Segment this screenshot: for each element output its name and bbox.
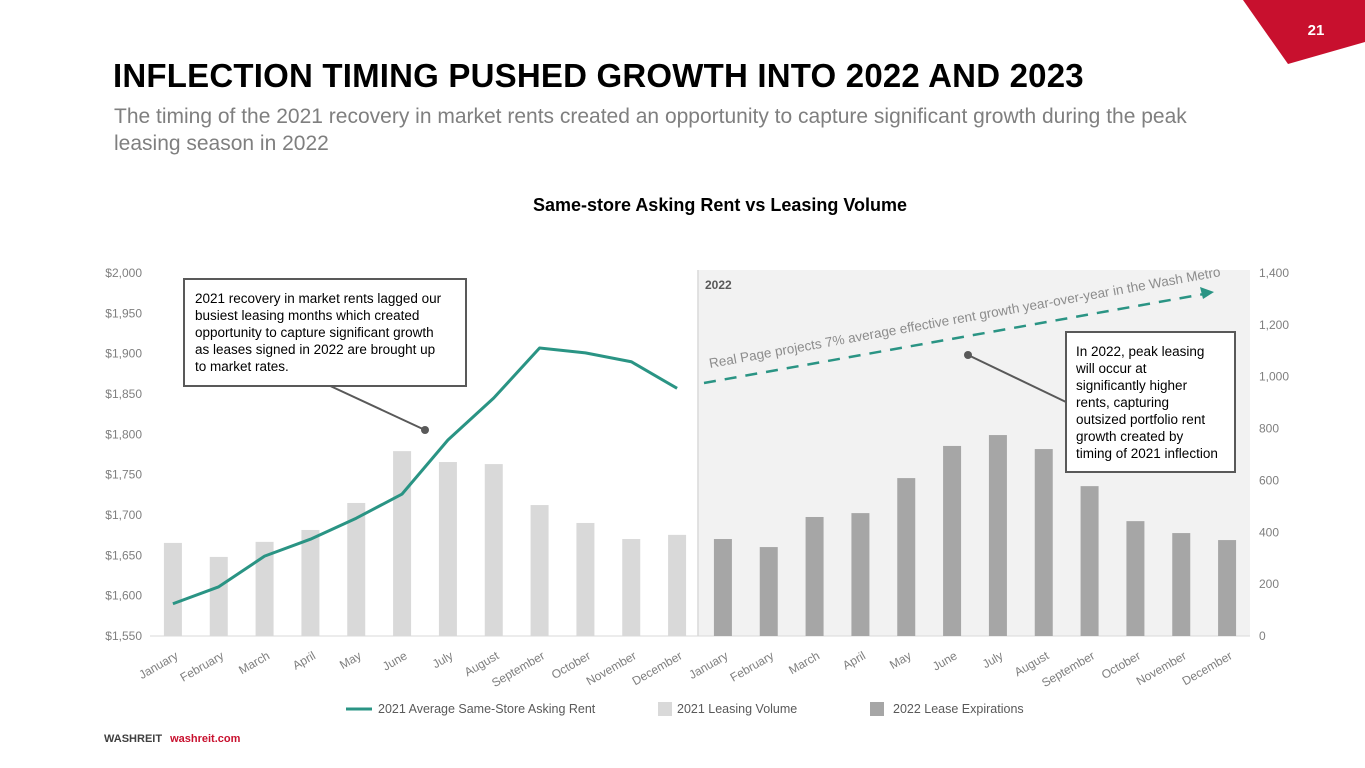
annotation-2-text: rents, capturing	[1076, 395, 1169, 410]
bar-2022-expirations-21	[1126, 521, 1145, 636]
left-axis-tick: $1,750	[105, 468, 142, 482]
annotation-1-text: opportunity to capture significant growt…	[195, 325, 434, 340]
x-axis-label: November	[584, 648, 639, 688]
bar-2022-expirations-14	[805, 516, 824, 636]
bar-2021-leasing-7	[484, 464, 503, 636]
left-axis-tick: $1,950	[105, 306, 142, 320]
annotation-2-text: will occur at	[1075, 361, 1147, 376]
right-axis-tick: 1,000	[1259, 370, 1289, 384]
annotation-2-dot	[964, 351, 972, 359]
slide-subtitle: The timing of the 2021 recovery in marke…	[114, 105, 1187, 155]
annotation-2-box	[1065, 331, 1236, 473]
legend-swatch-leasing	[658, 702, 672, 716]
annotation-1-text: to market rates.	[195, 359, 289, 374]
right-axis-tick: 1,400	[1259, 266, 1289, 280]
annotation-1-leader	[325, 383, 426, 431]
right-axis-tick: 1,200	[1259, 318, 1289, 332]
bar-2021-leasing-9	[576, 522, 595, 636]
shaded-region-label: 2022	[705, 278, 732, 292]
bar-2021-leasing-5	[393, 451, 412, 636]
bar-2021-leasing-4	[347, 502, 366, 636]
slide-title: INFLECTION TIMING PUSHED GROWTH INTO 202…	[113, 57, 1084, 94]
projection-arrow-head	[1200, 287, 1214, 299]
legend-label-rent: 2021 Average Same-Store Asking Rent	[378, 702, 596, 716]
legend-label-leasing: 2021 Leasing Volume	[677, 702, 797, 716]
bar-2022-expirations-20	[1080, 486, 1099, 636]
bar-2022-expirations-23	[1218, 540, 1237, 636]
bar-2021-leasing-0	[163, 542, 182, 636]
legend-label-expirations: 2022 Lease Expirations	[893, 702, 1024, 716]
projection-arrow-line	[703, 292, 1205, 385]
chart-title: Same-store Asking Rent vs Leasing Volume	[532, 195, 908, 215]
bar-2022-expirations-22	[1172, 533, 1191, 636]
x-axis-label: May	[887, 648, 914, 671]
x-axis-label: May	[337, 648, 364, 671]
bar-2022-expirations-18	[988, 435, 1007, 636]
left-axis-tick: $1,700	[105, 508, 142, 522]
annotation-2-text: outsized portfolio rent	[1076, 412, 1205, 427]
rent-line-2021	[172, 346, 678, 606]
x-axis-label: July	[980, 648, 1005, 671]
legend-swatch-expirations	[870, 702, 884, 716]
right-axis-tick: 400	[1259, 525, 1279, 539]
x-axis-label: June	[380, 648, 410, 673]
bar-2021-leasing-2	[255, 541, 274, 636]
footer: WASHREIT washreit.com	[104, 733, 240, 745]
bar-2022-expirations-15	[851, 513, 870, 636]
x-axis-label: September	[489, 648, 547, 689]
x-axis-label: February	[178, 648, 227, 684]
bar-2021-leasing-3	[301, 529, 320, 636]
left-axis-tick: $2,000	[105, 266, 142, 280]
x-axis-label: November	[1134, 648, 1189, 688]
x-axis-label: March	[236, 648, 272, 677]
bar-2022-expirations-13	[759, 547, 778, 636]
right-axis-tick: 600	[1259, 473, 1279, 487]
left-axis-tick: $1,850	[105, 387, 142, 401]
footer-url-link[interactable]: washreit.com	[170, 733, 241, 745]
page-number: 21	[1307, 22, 1325, 39]
x-axis-label: December	[630, 648, 685, 688]
x-axis-label: December	[1180, 648, 1235, 688]
x-axis-label: April	[840, 648, 868, 672]
right-axis-tick: 0	[1259, 629, 1266, 643]
annotation-1-text: busiest leasing months which created	[195, 308, 419, 323]
annotation-2-text: timing of 2021 inflection	[1076, 446, 1218, 461]
annotation-1-text: 2021 recovery in market rents lagged our	[195, 291, 442, 306]
footer-brand: WASHREIT	[104, 733, 163, 745]
x-axis-label: April	[290, 648, 318, 672]
left-axis-tick: $1,650	[105, 548, 142, 562]
left-axis-tick: $1,550	[105, 629, 142, 643]
annotation-2-text: In 2022, peak leasing	[1076, 344, 1204, 359]
bar-2022-expirations-12	[713, 539, 732, 636]
annotation-2-text: growth created by	[1076, 429, 1184, 444]
annotation-1-dot	[421, 426, 429, 434]
bar-2021-leasing-10	[622, 539, 641, 636]
left-axis-tick: $1,800	[105, 427, 142, 441]
bar-2021-leasing-8	[530, 505, 549, 636]
annotation-2-text: significantly higher	[1076, 378, 1188, 393]
bar-2022-expirations-17	[943, 445, 962, 636]
right-axis-tick: 800	[1259, 422, 1279, 436]
bar-2021-leasing-6	[438, 462, 457, 636]
annotation-1-text: as leases signed in 2022 are brought up	[195, 342, 435, 357]
x-axis-label: June	[930, 648, 960, 673]
right-axis-tick: 200	[1259, 577, 1279, 591]
bar-2021-leasing-1	[209, 556, 228, 636]
bar-2022-expirations-19	[1034, 449, 1053, 636]
left-axis-tick: $1,600	[105, 589, 142, 603]
annotation-1-box	[183, 278, 467, 387]
x-axis-label: January	[686, 648, 730, 681]
x-axis-label: March	[786, 648, 822, 677]
x-axis-label: January	[136, 648, 180, 681]
x-axis-label: July	[430, 648, 455, 671]
bar-2021-leasing-11	[668, 534, 687, 636]
annotation-2-leader	[967, 354, 1067, 403]
bar-2022-expirations-16	[897, 478, 916, 636]
x-axis-label: September	[1039, 648, 1097, 689]
left-axis-tick: $1,900	[105, 347, 142, 361]
x-axis-label: February	[728, 648, 777, 684]
